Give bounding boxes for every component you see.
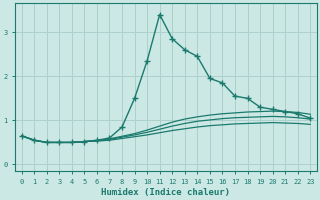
- X-axis label: Humidex (Indice chaleur): Humidex (Indice chaleur): [101, 188, 230, 197]
